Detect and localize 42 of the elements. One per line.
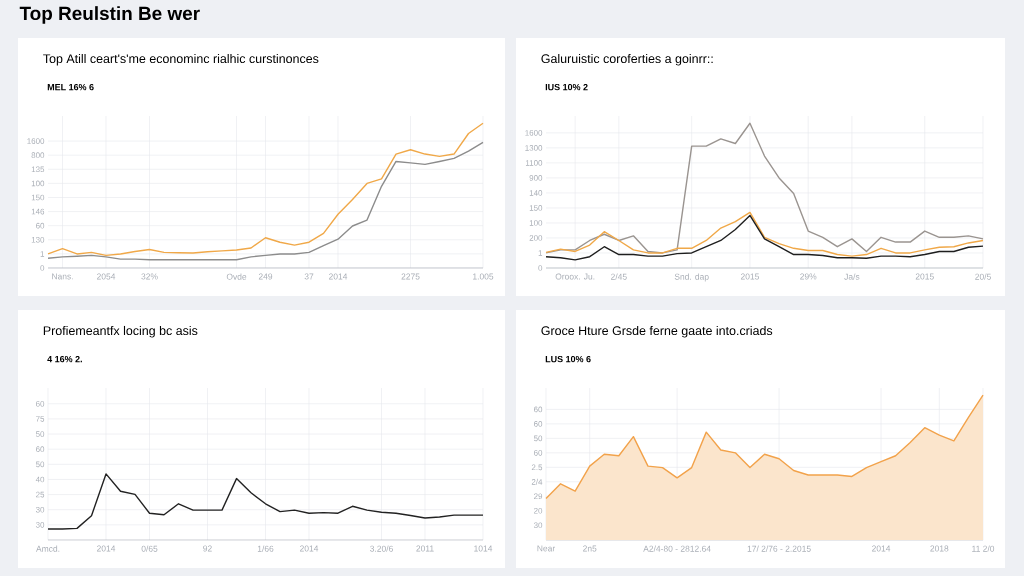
x-tick-label: 32% xyxy=(141,273,158,280)
chart-title: Top Atill ceart's'me econominc rialhic curstinonces xyxy=(43,53,319,66)
x-tick-label: 1/66 xyxy=(257,545,274,552)
x-tick-label: Oroox. Ju. xyxy=(555,273,595,280)
x-tick-label: Near xyxy=(537,545,556,552)
x-tick-label: 2015 xyxy=(740,273,760,280)
x-tick-label: Amcd. xyxy=(36,545,60,552)
x-tick-label: 2054 xyxy=(97,273,116,280)
x-tick-label: 2014 xyxy=(329,273,348,280)
x-tick-label: Snd. dap xyxy=(674,273,709,282)
x-tick-label: 1.005 xyxy=(473,273,494,280)
x-tick-label: 29% xyxy=(800,273,817,280)
x-tick-label: 2n5 xyxy=(583,545,597,552)
x-tick-label: A2/4-80 - 2812.64 xyxy=(643,545,711,552)
x-tick-label: 3.20/6 xyxy=(370,545,393,552)
x-tick-label: 1014 xyxy=(474,545,493,552)
x-tick-label: 11 2/0 xyxy=(972,545,995,552)
chart-title: Galuruistic coroferties a goinrr:: xyxy=(541,53,713,66)
x-tick-label: 2015 xyxy=(915,273,934,280)
chart-subtitle: MEL 16% 6 xyxy=(47,83,94,91)
chart-subtitle: 4 16% 2. xyxy=(47,355,82,363)
x-tick-label: 2/45 xyxy=(611,273,627,280)
x-tick-label: 2275 xyxy=(401,273,420,280)
x-tick-label: 2014 xyxy=(300,545,319,552)
chart-title: Profiemeantfx locing bc asis xyxy=(43,325,198,338)
x-tick-label: 0/65 xyxy=(141,545,158,552)
x-tick-label: 2014 xyxy=(872,545,891,552)
x-tick-label: 2018 xyxy=(930,545,949,552)
chart-title: Groce Hture Grsde ferne gaate into.criads xyxy=(541,325,773,338)
text: Top Reulstin Be wer xyxy=(19,6,200,24)
x-tick-label: 2011 xyxy=(416,545,434,552)
x-tick-label: 92 xyxy=(203,545,212,552)
x-tick-label: Ovde xyxy=(226,273,247,280)
chart-subtitle: LUS 10% 6 xyxy=(545,355,591,363)
x-tick-label: Nans. xyxy=(52,273,73,280)
x-tick-label: 249 xyxy=(258,273,273,280)
x-tick-label: 17/ 2/76 - 2.2015 xyxy=(747,545,811,552)
x-tick-label: 37 xyxy=(304,273,314,280)
x-tick-label: 2014 xyxy=(97,545,116,552)
x-tick-label: 20/5 xyxy=(975,273,991,280)
chart-subtitle: IUS 10% 2 xyxy=(545,83,588,91)
x-tick-label: Ja/s xyxy=(844,273,860,280)
